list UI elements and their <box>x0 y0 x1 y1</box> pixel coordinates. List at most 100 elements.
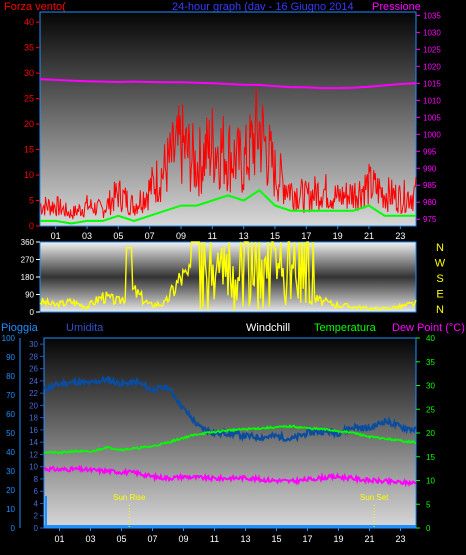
chart-title: 24-hour graph (dav - 16 Giugno 2014 <box>172 1 354 13</box>
left-tick-label: 25 <box>24 94 34 104</box>
left-tick-label: 35 <box>24 43 34 53</box>
left-tick-label: 20 <box>24 119 34 129</box>
temp-tick-label: 15 <box>426 453 435 462</box>
temp-tick-label: 40 <box>426 334 435 343</box>
humidity-tick-label: 12 <box>29 450 38 459</box>
right-tick-label: 1005 <box>423 113 441 122</box>
x-tick-label: 03 <box>85 534 95 544</box>
humidity-tick-label: 22 <box>29 389 38 398</box>
x-tick-label: 15 <box>271 534 281 544</box>
right-tick-label: 1035 <box>423 11 441 20</box>
direction-tick-label: 270 <box>21 256 35 265</box>
right-tick-label: 1015 <box>423 79 441 88</box>
x-tick-label: 23 <box>395 231 405 241</box>
wind-gust-line <box>39 88 417 220</box>
temp-tick-label: 10 <box>426 477 435 486</box>
humidity-tick-label: 2 <box>34 512 39 521</box>
dewpoint-line <box>43 464 416 488</box>
right-tick-label: 1030 <box>423 28 441 37</box>
direction-tick-label: 180 <box>21 273 35 282</box>
x-tick-label: 19 <box>333 231 343 241</box>
compass-label-N: N <box>436 242 444 254</box>
x-tick-label: 11 <box>210 534 219 544</box>
left-axis-label: Forza vento( <box>4 1 66 13</box>
pressure-line <box>39 78 417 90</box>
right-tick-label: 1020 <box>423 62 441 71</box>
right-tick-label: 990 <box>423 164 437 173</box>
x-tick-label: 13 <box>239 231 249 241</box>
x-tick-label: 05 <box>116 534 126 544</box>
x-tick-label: 15 <box>270 231 280 241</box>
compass-label-W: W <box>435 258 446 270</box>
left-tick-label: 15 <box>24 145 34 155</box>
temp-tick-label: 30 <box>426 382 435 391</box>
umidita-label: Umidita <box>66 322 104 334</box>
humidity-tick-label: 0 <box>34 524 39 533</box>
right-tick-label: 1010 <box>423 96 441 105</box>
humidity-tick-label: 16 <box>29 426 38 435</box>
humidity-tick-label: 10 <box>29 463 38 472</box>
temp-tick-label: 25 <box>426 405 435 414</box>
left-tick-label: 5 <box>29 196 34 206</box>
rain-tick-label: 90 <box>6 353 15 362</box>
x-tick-label: 03 <box>82 231 92 241</box>
temp-tick-label: 35 <box>426 358 435 367</box>
humidity-tick-label: 8 <box>34 475 39 484</box>
humidity-tick-label: 26 <box>29 365 38 374</box>
right-tick-label: 975 <box>423 215 437 224</box>
right-tick-label: 995 <box>423 147 437 156</box>
x-tick-label: 21 <box>364 231 374 241</box>
wind-direction-line <box>39 241 417 312</box>
temp-tick-label: 5 <box>426 500 431 509</box>
humidity-tick-label: 20 <box>29 401 38 410</box>
rain-tick-label: 40 <box>6 448 15 457</box>
direction-tick-label: 360 <box>21 238 35 247</box>
right-axis-label: Pressione <box>372 1 421 13</box>
direction-tick-label: 0 <box>30 308 35 317</box>
x-tick-label: 19 <box>333 534 343 544</box>
rain-tick-label: 80 <box>6 372 15 381</box>
x-tick-label: 01 <box>54 534 64 544</box>
temp-tick-label: 20 <box>426 429 435 438</box>
rain-tick-label: 10 <box>6 505 15 514</box>
x-tick-label: 21 <box>364 534 374 544</box>
rain-tick-label: 100 <box>2 334 16 343</box>
x-tick-label: 09 <box>176 231 186 241</box>
rain-bar <box>45 496 47 528</box>
humidity-tick-label: 18 <box>29 414 38 423</box>
rain-tick-label: 70 <box>6 391 15 400</box>
wind-average-line <box>40 189 416 225</box>
temp-tick-label: 0 <box>426 524 431 533</box>
rain-tick-label: 60 <box>6 410 15 419</box>
x-tick-label: 01 <box>51 231 61 241</box>
humidity-tick-label: 4 <box>34 499 39 508</box>
x-tick-label: 05 <box>113 231 123 241</box>
rain-tick-label: 30 <box>6 467 15 476</box>
left-tick-label: 40 <box>24 17 34 27</box>
humidity-tick-label: 28 <box>29 352 38 361</box>
humidity-tick-label: 30 <box>29 340 38 349</box>
sun-annotation: Sun Set <box>360 493 389 502</box>
left-tick-label: 10 <box>24 170 34 180</box>
left-tick-label: 30 <box>24 68 34 78</box>
x-tick-label: 07 <box>145 231 155 241</box>
temperature-line <box>43 424 416 455</box>
x-tick-label: 17 <box>302 534 312 544</box>
right-tick-label: 985 <box>423 181 437 190</box>
direction-tick-label: 90 <box>25 291 34 300</box>
temperatura-label: Temperatura <box>314 322 377 334</box>
x-tick-label: 09 <box>178 534 188 544</box>
x-tick-label: 07 <box>147 534 157 544</box>
compass-label-E: E <box>436 289 443 301</box>
rain-baseline <box>44 525 416 528</box>
humidity-tick-label: 24 <box>29 377 38 386</box>
wind-pressure-panel <box>39 11 417 227</box>
right-tick-label: 980 <box>423 198 437 207</box>
left-tick-label: 0 <box>29 221 34 231</box>
x-tick-label: 23 <box>395 534 405 544</box>
humidity-tick-label: 14 <box>29 438 38 447</box>
x-tick-label: 13 <box>240 534 250 544</box>
sun-annotation: Sun Rise <box>113 493 146 502</box>
rain-tick-label: 0 <box>11 524 16 533</box>
